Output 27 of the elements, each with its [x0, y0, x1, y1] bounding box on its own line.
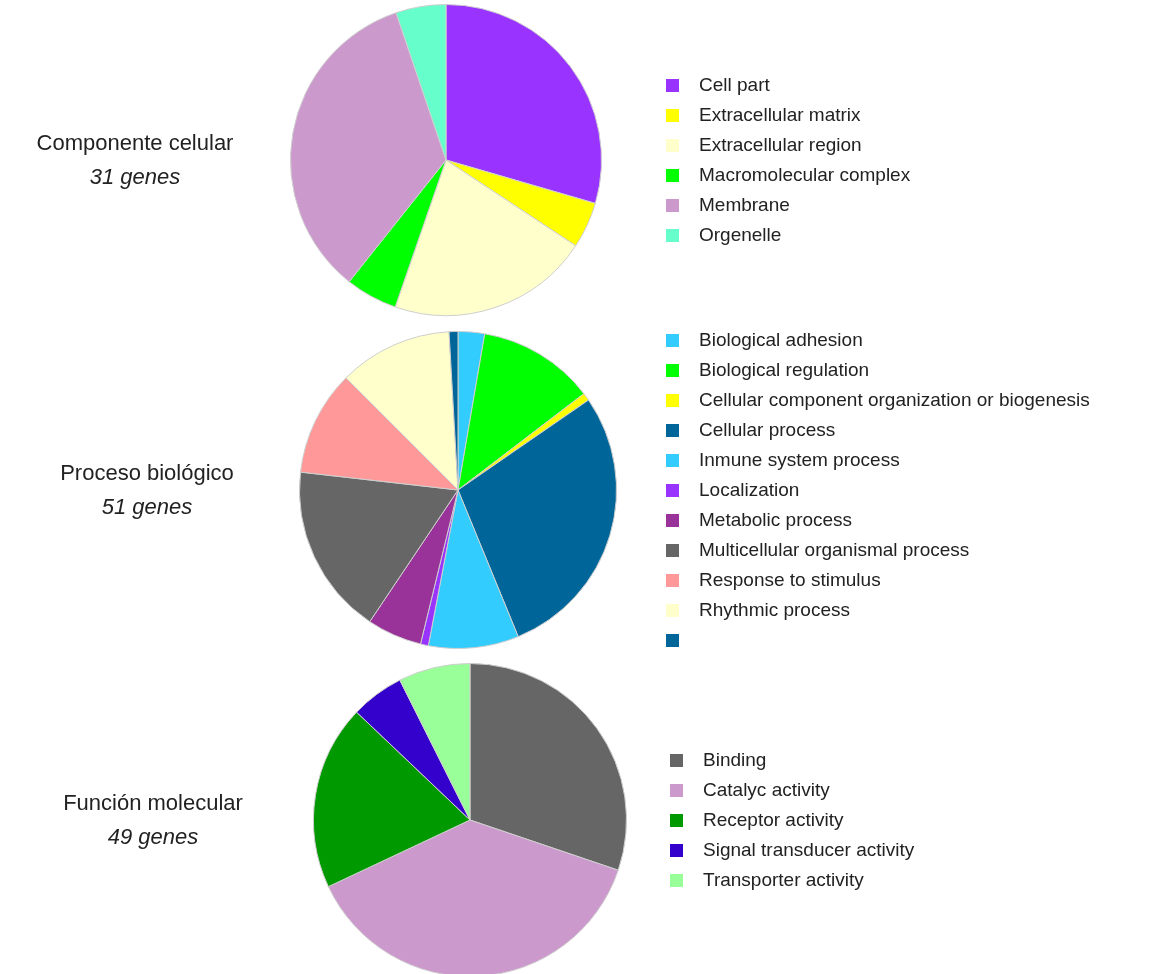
legend-label: Macromolecular complex [699, 164, 911, 186]
legend-label: Response to stimulus [699, 569, 881, 591]
legend-label: Transporter activity [703, 869, 864, 891]
text: Componente celular [35, 129, 235, 157]
legend-label: Inmune system process [699, 449, 900, 471]
legend-label: Biological adhesion [699, 329, 863, 351]
legend-label: Cellular process [699, 419, 836, 441]
text: 49 genes [106, 823, 200, 851]
legend-label: Extracellular matrix [699, 104, 861, 126]
legend-label: Rhythmic process [699, 599, 850, 621]
legend-label: Binding [703, 749, 767, 771]
legend-label: Catalyc activity [703, 779, 830, 801]
text: Función molecular [62, 789, 244, 817]
text: 31 genes [88, 163, 182, 191]
legend-label: Biological regulation [699, 359, 870, 381]
legend-label: Orgenelle [699, 224, 782, 246]
legend-label: Receptor activity [703, 809, 844, 831]
legend-label: Signal transducer activity [703, 839, 915, 861]
legend-label: Multicellular organismal process [699, 539, 970, 561]
legend-label: Extracellular region [699, 134, 862, 156]
text: 51 genes [100, 493, 194, 521]
legend-label: Metabolic process [699, 509, 853, 531]
legend-label: Cell part [699, 74, 770, 96]
text: Proceso biológico [59, 459, 235, 487]
legend-label: Localization [699, 479, 800, 501]
legend-label: Cellular component organization or biogenesis [699, 389, 1090, 411]
legend-label: Membrane [699, 194, 790, 216]
